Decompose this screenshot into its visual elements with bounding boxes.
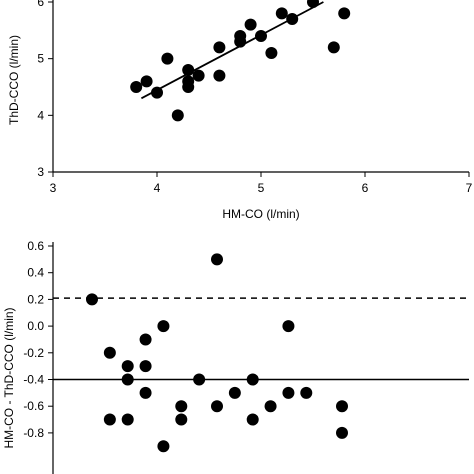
chart2-y-tick-label: -0.8 [23,426,44,440]
chart2-data-point [121,373,134,386]
chart1-x-tick-label: 3 [50,181,57,195]
chart1-data-point [307,0,319,8]
chart1-x-tick-label: 6 [362,181,369,195]
chart1-data-point [130,81,143,93]
chart1-data-point [182,75,195,88]
chart2-data-point [139,360,152,373]
chart1-y-tick-label: 5 [37,52,44,66]
chart2-data-point [211,253,223,266]
chart1-data-point [192,69,205,82]
chart1-data-point [327,41,340,54]
chart1-data-point [275,7,288,20]
chart2-data-point [336,426,348,439]
chart2-y-tick-label: -0.2 [23,346,44,360]
chart2-data-point [282,386,295,399]
chart1-data-point [265,47,278,59]
chart1-data-point [234,30,247,42]
chart1-data-point [140,75,153,88]
chart2-data-point [103,413,116,426]
chart1-x-tick-label: 7 [466,181,473,195]
chart1-data-point [255,30,267,42]
chart1-data-point [286,13,299,25]
chart1-data-point [182,64,195,76]
chart1-y-tick-label: 4 [37,108,44,122]
chart1-data-point [161,52,174,65]
chart1-y-tick-label: 3 [37,165,44,179]
correlation-chart: HM-CO (l/min) ThD-CCO (l/min) 3 4 5 6 7 3 4 5 6 [7,0,473,221]
chart2-data-point [246,413,259,426]
chart2-data-point [175,400,188,413]
chart2-y-tick-label: -0.4 [23,373,44,387]
chart1-data-point [338,7,351,20]
chart2-y-axis-title: HM-CO - ThD-CCO (l/min) [2,307,16,448]
chart2-data-point [193,373,206,386]
chart1-data-point [151,86,163,99]
chart2-data-point [86,293,98,306]
bland-altman-chart: HM-CO - ThD-CCO (l/min) 0.6 0.4 0.2 0.0 -0.2… [2,239,469,474]
chart1-x-axis-title: HM-CO (l/min) [222,207,299,221]
chart2-y-tick-label: 0.6 [27,239,44,253]
chart1-data-point [213,69,226,82]
chart2-data-point [157,440,170,453]
chart2-data-point [103,346,116,359]
chart2-y-tick-label: 0.2 [27,292,44,306]
chart2-data-point [211,400,223,413]
chart2-data-point [121,413,134,426]
chart1-data-point [213,41,226,54]
chart1-data-point [171,109,184,122]
chart2-y-tick-label: 0.4 [27,266,44,280]
chart2-data-point [139,386,152,399]
chart2-data-point [300,386,313,399]
chart2-data-point [228,386,241,399]
chart2-data-point [121,360,134,373]
chart2-data-point [282,320,295,333]
chart2-y-tick-label: 0.0 [27,319,44,333]
chart1-x-tick-label: 4 [154,181,161,195]
chart1-y-axis-title: ThD-CCO (l/min) [7,35,21,125]
chart1-x-tick-label: 5 [258,181,265,195]
chart2-data-point [139,333,152,346]
chart2-data-point [175,413,188,426]
chart2-data-point [264,400,277,413]
chart2-y-tick-label: -0.6 [23,399,44,413]
chart2-data-point [246,373,259,386]
chart1-y-tick-label: 6 [37,0,44,9]
chart2-data-point [336,400,348,413]
chart2-data-point [157,320,170,333]
chart1-data-point [244,18,257,31]
